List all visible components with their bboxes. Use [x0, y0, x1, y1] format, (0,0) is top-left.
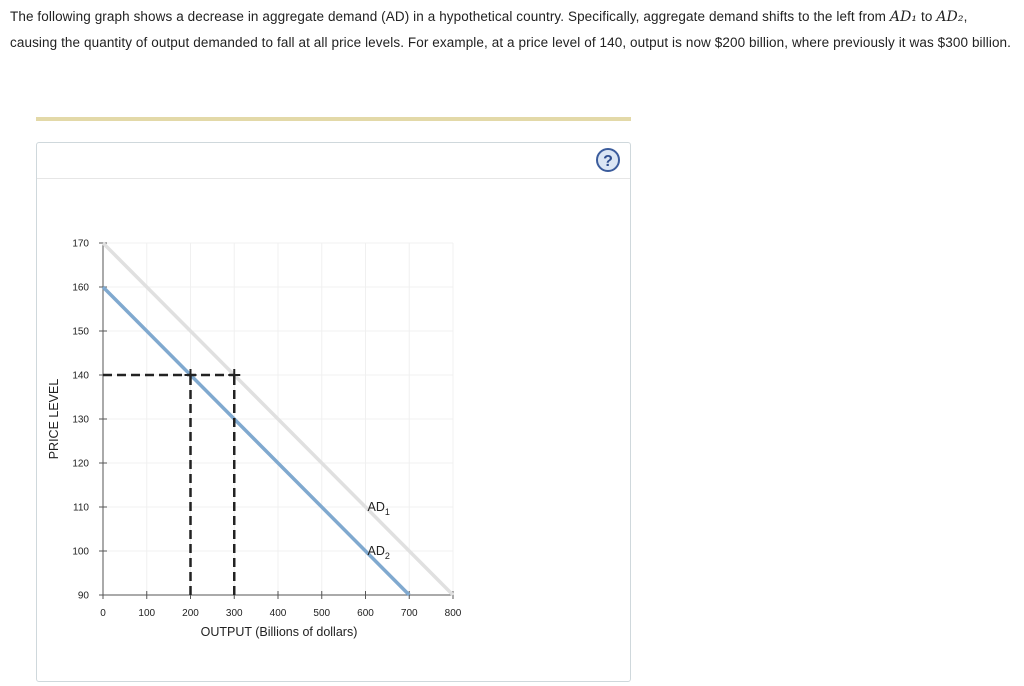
ad2-label-subscript: 2 — [385, 551, 390, 561]
x-tick-label: 100 — [138, 608, 155, 619]
y-tick-label: 110 — [73, 503, 89, 514]
y-tick-label: 140 — [72, 371, 89, 382]
ad1-curve[interactable] — [101, 241, 455, 597]
y-tick-label: 160 — [72, 283, 89, 294]
section-divider — [36, 117, 631, 121]
y-tick-label: 130 — [72, 415, 89, 426]
ad2-label: AD2 — [368, 544, 390, 561]
prompt-text-start: The following graph shows a decrease in … — [10, 9, 890, 24]
question-prompt: The following graph shows a decrease in … — [10, 4, 1014, 56]
x-tick-label: 300 — [226, 608, 243, 619]
x-tick-label: 200 — [182, 608, 199, 619]
ad1-label-subscript: 1 — [385, 507, 390, 517]
x-tick-label: 500 — [313, 608, 330, 619]
y-tick-label: 90 — [78, 591, 90, 602]
y-tick-label: 170 — [72, 239, 89, 250]
ad1-symbol: AD₁ — [889, 9, 918, 25]
prompt-text-end: , causing the quantity of output demande… — [10, 9, 1012, 50]
graph-panel-header: ? — [37, 143, 630, 179]
x-tick-label: 700 — [401, 608, 418, 619]
ad2-curve[interactable] — [101, 285, 411, 597]
y-tick-label: 120 — [72, 459, 89, 470]
graph-panel: ? — [36, 142, 631, 682]
y-tick-label: 150 — [72, 327, 89, 338]
y-axis-title: PRICE LEVEL — [47, 379, 61, 460]
x-tick-label: 800 — [445, 608, 462, 619]
x-axis-title: OUTPUT (Billions of dollars) — [201, 625, 358, 639]
prompt-to: to — [917, 9, 937, 24]
ad2-symbol: AD₂ — [936, 9, 964, 25]
y-tick-label: 100 — [72, 547, 89, 558]
x-tick-label: 600 — [357, 608, 374, 619]
help-question-icon[interactable]: ? — [596, 148, 620, 172]
x-tick-label: 0 — [100, 608, 106, 619]
x-tick-label: 400 — [270, 608, 287, 619]
ad1-label: AD1 — [368, 500, 390, 517]
